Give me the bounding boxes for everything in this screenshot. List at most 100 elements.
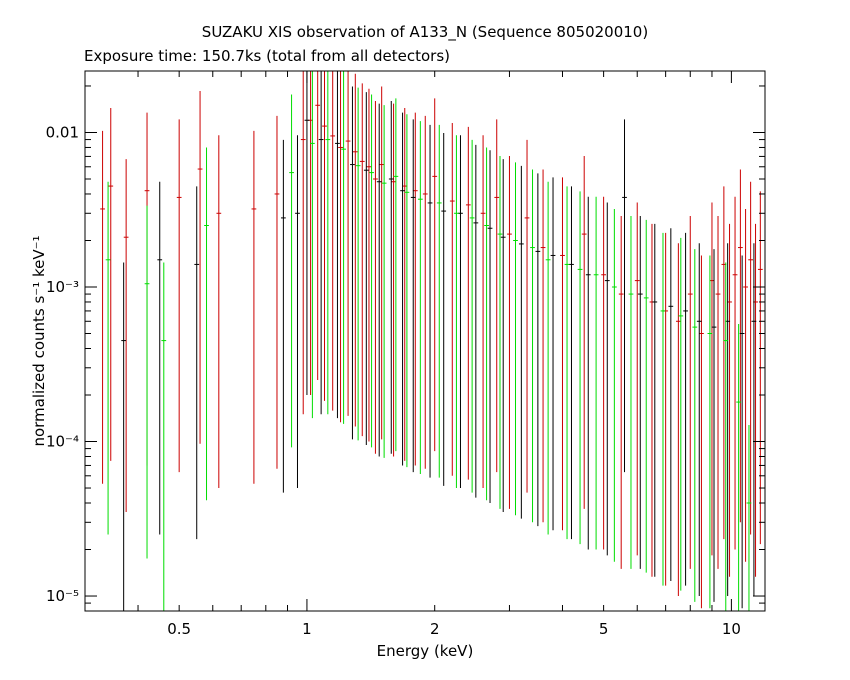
data-point bbox=[743, 208, 748, 562]
y-tick-label: 10⁻³ bbox=[46, 278, 79, 296]
data-point bbox=[643, 219, 649, 573]
data-point bbox=[707, 255, 713, 609]
data-point bbox=[678, 237, 684, 591]
x-tick-label: 10 bbox=[722, 620, 741, 638]
data-point bbox=[738, 169, 743, 523]
data-point bbox=[108, 108, 114, 461]
data-point bbox=[473, 144, 479, 498]
data-point bbox=[715, 216, 721, 569]
data-point bbox=[622, 119, 627, 473]
data-point bbox=[593, 196, 599, 550]
data-point bbox=[699, 255, 704, 609]
series-2 bbox=[105, 71, 752, 611]
y-tick-label: 10⁻⁴ bbox=[46, 433, 79, 451]
data-point bbox=[751, 243, 757, 597]
data-point bbox=[458, 135, 463, 489]
data-point bbox=[369, 94, 374, 448]
x-axis-label: Energy (keV) bbox=[377, 642, 474, 660]
data-point bbox=[524, 139, 530, 493]
data-point bbox=[436, 124, 442, 478]
x-tick-label: 0.5 bbox=[167, 620, 191, 638]
data-point bbox=[295, 135, 300, 489]
data-point bbox=[335, 71, 340, 419]
data-point bbox=[611, 208, 617, 562]
data-point bbox=[330, 71, 336, 411]
data-point bbox=[304, 71, 310, 395]
data-point bbox=[345, 71, 351, 416]
plot-frame bbox=[84, 70, 766, 612]
data-point bbox=[204, 147, 209, 501]
data-point bbox=[363, 92, 369, 445]
chart-subtitle: Exposure time: 150.7ks (total from all d… bbox=[84, 47, 450, 65]
data-point bbox=[513, 162, 518, 516]
data-point bbox=[157, 181, 163, 535]
data-point bbox=[441, 133, 447, 486]
data-point bbox=[400, 112, 405, 466]
data-point bbox=[355, 87, 361, 441]
data-point bbox=[683, 232, 688, 586]
data-point bbox=[507, 156, 512, 509]
data-point bbox=[618, 216, 624, 569]
data-point bbox=[300, 71, 306, 415]
data-point bbox=[376, 103, 382, 457]
data-point bbox=[723, 262, 729, 611]
data-point bbox=[494, 119, 500, 473]
data-point bbox=[748, 181, 754, 535]
data-point bbox=[637, 216, 643, 569]
data-point bbox=[480, 135, 486, 489]
series-0 bbox=[100, 71, 763, 609]
data-point bbox=[359, 83, 365, 437]
data-point bbox=[465, 126, 471, 480]
data-point bbox=[601, 196, 606, 550]
data-point bbox=[373, 100, 378, 454]
data-point bbox=[732, 196, 738, 550]
data-point bbox=[197, 90, 203, 444]
data-point bbox=[381, 105, 387, 458]
data-point bbox=[449, 122, 455, 476]
data-point bbox=[427, 124, 433, 478]
y-tick-label: 0.01 bbox=[46, 123, 79, 141]
x-axis-ticks: 0.5 1 2 5 10 bbox=[84, 71, 741, 638]
x-tick-label: 1 bbox=[302, 620, 312, 638]
data-point bbox=[144, 205, 150, 559]
data-point bbox=[161, 262, 167, 611]
data-point bbox=[417, 121, 423, 474]
data-point bbox=[469, 139, 475, 493]
data-point bbox=[310, 71, 315, 419]
data-point bbox=[366, 88, 372, 442]
data-point bbox=[585, 196, 591, 550]
series-1 bbox=[121, 71, 757, 611]
data-point bbox=[564, 186, 570, 540]
chart-title: SUZAKU XIS observation of A133_N (Sequen… bbox=[202, 23, 648, 42]
data-point bbox=[634, 202, 640, 556]
data-point bbox=[687, 216, 693, 569]
data-point bbox=[388, 100, 394, 454]
data-point bbox=[736, 324, 742, 611]
x-tick-label: 2 bbox=[430, 620, 440, 638]
data-point bbox=[121, 262, 127, 611]
data-point bbox=[318, 71, 324, 415]
data-point bbox=[518, 165, 524, 519]
data-point bbox=[604, 202, 610, 556]
data-point bbox=[123, 159, 129, 512]
data-point bbox=[550, 177, 556, 531]
data-point bbox=[581, 156, 587, 509]
data-point bbox=[379, 86, 385, 440]
data-point bbox=[746, 424, 752, 611]
data-point bbox=[497, 156, 503, 509]
data-point bbox=[391, 103, 396, 457]
data-marks bbox=[100, 71, 763, 611]
data-point bbox=[577, 191, 583, 545]
data-point bbox=[341, 71, 346, 424]
x-tick-label: 5 bbox=[599, 620, 609, 638]
data-point bbox=[289, 94, 294, 448]
data-point bbox=[569, 186, 574, 540]
data-point bbox=[410, 119, 416, 473]
data-point bbox=[325, 71, 331, 415]
data-point bbox=[315, 71, 321, 381]
data-point bbox=[649, 223, 655, 577]
data-point bbox=[628, 216, 634, 569]
data-point bbox=[540, 169, 546, 523]
data-point bbox=[545, 181, 551, 535]
